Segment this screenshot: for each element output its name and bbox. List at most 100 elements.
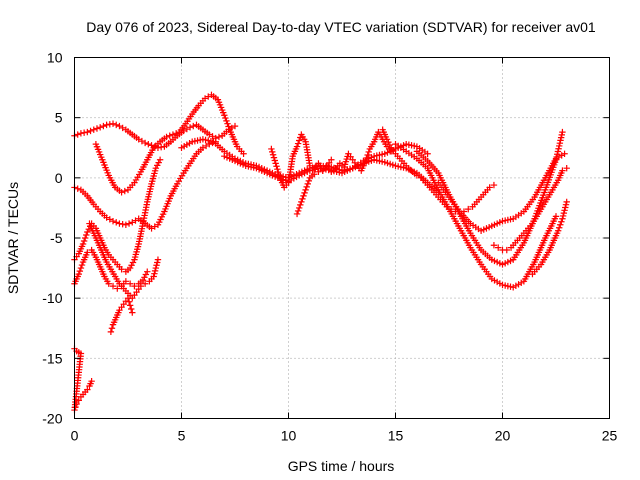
x-tick-label: 10 [281, 428, 297, 444]
x-tick-label: 5 [178, 428, 186, 444]
data-point [128, 262, 135, 269]
data-point [96, 124, 104, 131]
data-point [88, 377, 95, 385]
data-point [107, 328, 115, 336]
data-point [362, 157, 369, 165]
data-point [224, 120, 231, 127]
data-point [274, 165, 281, 173]
data-point [151, 270, 158, 277]
data-point [557, 134, 565, 141]
data-point [93, 125, 101, 132]
series-track-h [71, 345, 95, 414]
data-point [172, 130, 180, 137]
data-point [563, 198, 570, 206]
data-point [138, 137, 146, 145]
data-point [275, 171, 283, 179]
data-point [163, 133, 170, 141]
data-point [154, 256, 162, 263]
data-point [153, 262, 160, 269]
data-point [135, 136, 142, 143]
data-point [490, 242, 498, 249]
data-point [558, 218, 565, 225]
data-point [84, 128, 91, 136]
data-point [556, 142, 563, 150]
data-point [298, 198, 305, 206]
data-point [363, 154, 370, 162]
data-point [328, 156, 335, 163]
data-point [560, 209, 568, 217]
data-point [116, 220, 123, 227]
data-point [152, 165, 160, 172]
series-track-c [71, 138, 219, 232]
data-point [315, 168, 322, 176]
data-point [495, 244, 502, 251]
data-point [125, 220, 133, 227]
data-point [222, 114, 229, 122]
data-point [119, 124, 126, 132]
data-point [296, 137, 303, 144]
data-point [364, 151, 371, 159]
chart-title: Day 076 of 2023, Sidereal Day-to-day VTE… [86, 19, 596, 35]
data-point [559, 212, 567, 220]
data-point [206, 131, 213, 138]
data-point [269, 151, 277, 158]
data-point [562, 201, 570, 208]
data-point [561, 150, 568, 157]
data-point [302, 186, 309, 194]
x-axis-label: GPS time / hours [288, 458, 395, 474]
data-point [490, 181, 498, 189]
y-tick-labels: -20 -15 -10 -5 0 5 10 [42, 50, 62, 427]
data-point [113, 219, 120, 226]
series-track-n [392, 140, 560, 291]
data-point [268, 145, 275, 153]
data-point [365, 148, 372, 156]
data-point [150, 273, 157, 280]
data-point [223, 117, 230, 125]
data-point [299, 195, 306, 203]
series-track-g [107, 294, 136, 336]
data-point [151, 143, 158, 150]
data-point [78, 261, 86, 269]
data-point [109, 120, 117, 127]
data-point [294, 140, 302, 147]
data-point [231, 122, 239, 130]
y-tick-label: 0 [55, 170, 63, 186]
data-point [301, 189, 308, 197]
data-point [154, 259, 161, 266]
data-point [183, 125, 191, 133]
data-point [557, 221, 564, 228]
x-tick-label: 20 [495, 428, 511, 444]
data-point [100, 122, 107, 130]
data-point [141, 280, 149, 287]
data-point [303, 183, 310, 191]
data-point [563, 165, 570, 172]
data-point [555, 145, 562, 152]
data-point [155, 159, 162, 166]
data-point [424, 150, 431, 157]
data-point [552, 213, 560, 220]
data-point [87, 127, 94, 135]
data-point [118, 189, 125, 196]
x-tick-label: 25 [602, 428, 618, 444]
x-tick-labels: 0 5 10 15 20 25 [71, 428, 618, 444]
data-points [71, 91, 570, 414]
data-point [557, 137, 564, 144]
data-point [128, 305, 135, 313]
data-point [166, 132, 173, 139]
series-track-k [268, 128, 395, 191]
data-point [80, 237, 88, 245]
data-point [559, 167, 566, 174]
data-point [122, 221, 130, 228]
data-point [226, 126, 233, 133]
data-point [269, 148, 276, 156]
data-point [113, 121, 120, 129]
data-point [413, 172, 421, 179]
data-point [383, 136, 391, 143]
data-point [109, 217, 117, 225]
data-point [121, 187, 128, 195]
series-track-q [490, 165, 570, 254]
data-point [103, 214, 110, 221]
data-point [190, 122, 197, 130]
data-point [154, 162, 161, 169]
